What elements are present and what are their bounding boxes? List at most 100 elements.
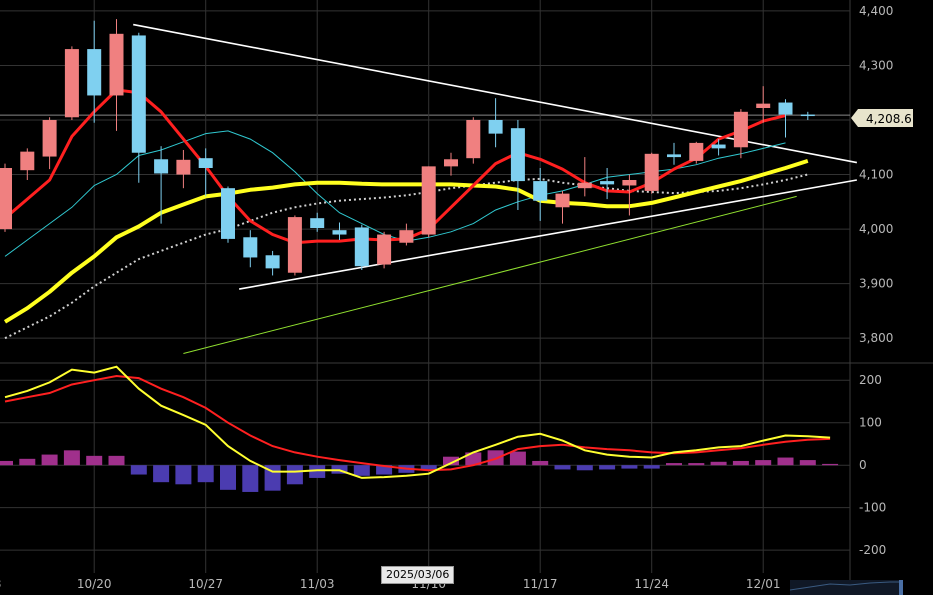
candle-body xyxy=(310,218,325,228)
date-tick-label: 12/01 xyxy=(746,577,781,591)
trendline xyxy=(239,179,857,290)
candle-down xyxy=(87,20,102,123)
candle-body xyxy=(444,159,458,167)
candle-up xyxy=(377,231,392,269)
macd-histogram-bar xyxy=(755,460,772,466)
candle-down xyxy=(243,230,258,268)
price-tick-label: 4,300 xyxy=(859,58,893,72)
date-tooltip: 2025/03/06 xyxy=(381,566,455,584)
macd-histogram-bar xyxy=(309,465,326,478)
candle-down xyxy=(354,224,369,270)
macd-histogram-bar xyxy=(197,465,214,483)
macd-histogram-bar xyxy=(576,465,593,471)
candle-body xyxy=(600,181,615,185)
candle-body xyxy=(577,182,592,189)
macd-signal-line xyxy=(4,374,831,472)
candle-down xyxy=(332,222,347,240)
candle-body xyxy=(533,181,548,201)
candle-body xyxy=(466,120,481,159)
macd-histogram-bar xyxy=(19,458,36,466)
candle-up xyxy=(176,150,191,189)
candle-body xyxy=(265,255,280,269)
macd-tick-label: 100 xyxy=(859,416,882,430)
date-tick-label: 13 xyxy=(0,577,1,591)
price-tick-label: 3,800 xyxy=(859,331,893,345)
ma-mid-line xyxy=(3,158,809,324)
navigator-handle[interactable] xyxy=(899,580,903,595)
macd-histogram-bar xyxy=(532,460,549,466)
macd-tick-label: -100 xyxy=(859,501,886,515)
candle-body xyxy=(421,166,436,235)
macd-histogram-bar xyxy=(220,465,236,490)
candle-up xyxy=(622,174,637,216)
candle-down xyxy=(667,142,681,165)
ma-long-line xyxy=(183,195,797,354)
candle-up xyxy=(689,141,704,164)
candle-body xyxy=(711,144,726,149)
candle-up xyxy=(644,152,659,194)
candle-up xyxy=(0,163,12,232)
candle-body xyxy=(488,120,503,134)
macd-histogram-bar xyxy=(175,465,192,485)
macd-histogram-bar xyxy=(509,451,526,466)
macd-histogram-bar xyxy=(710,461,727,466)
candle-up xyxy=(421,166,436,238)
macd-histogram-bar xyxy=(443,456,459,466)
candle-down xyxy=(800,111,815,120)
candle-up xyxy=(756,86,771,123)
price-tick-label: 4,100 xyxy=(859,168,893,182)
candle-up xyxy=(42,117,57,170)
macd-histogram-bar xyxy=(153,465,170,483)
candle-body xyxy=(176,159,191,175)
macd-tick-label: 0 xyxy=(859,458,867,472)
candle-up xyxy=(444,152,458,176)
candle-body xyxy=(377,234,392,265)
candlesticks xyxy=(0,19,815,276)
price-tick-label: 4,000 xyxy=(859,222,893,236)
candle-down xyxy=(778,99,793,138)
candle-body xyxy=(399,230,414,243)
macd-histogram-bar xyxy=(732,460,749,466)
candle-body xyxy=(87,49,102,96)
navigator-bar[interactable] xyxy=(789,580,903,595)
macd-pane xyxy=(0,365,839,492)
candle-body xyxy=(332,230,347,235)
macd-histogram-bar xyxy=(643,465,660,469)
candle-down xyxy=(711,139,726,156)
candle-up xyxy=(399,223,414,246)
candle-up xyxy=(109,19,124,131)
macd-histogram-bar xyxy=(108,455,125,466)
candle-body xyxy=(64,49,79,118)
candle-down xyxy=(221,186,235,243)
candle-down xyxy=(600,168,615,200)
macd-histogram-bar xyxy=(621,465,638,469)
navigator-window[interactable] xyxy=(790,580,903,595)
macd-histogram-bar xyxy=(41,454,58,466)
ma-short-line xyxy=(4,88,786,245)
candle-body xyxy=(0,168,12,230)
macd-histogram-bar xyxy=(376,465,393,475)
candle-up xyxy=(577,157,592,197)
candle-up xyxy=(733,109,748,159)
macd-histogram-bar xyxy=(465,452,482,466)
candle-down xyxy=(198,148,213,197)
candle-up xyxy=(64,46,79,120)
candle-body xyxy=(354,227,369,267)
candle-body xyxy=(154,159,169,174)
candle-body xyxy=(510,128,525,182)
last-price-label: 4,208.6 xyxy=(866,112,912,126)
candle-down xyxy=(131,32,146,183)
last-price-tag: 4,208.6 xyxy=(851,109,913,127)
candle-body xyxy=(42,120,57,157)
macd-histogram-bar xyxy=(554,465,571,470)
candle-body xyxy=(733,111,748,148)
date-tick-label: 11/17 xyxy=(523,577,558,591)
last-price-tag-box xyxy=(851,109,913,127)
candle-body xyxy=(800,114,815,117)
macd-histogram-bar xyxy=(0,460,13,466)
macd-histogram-bar xyxy=(599,465,616,470)
candle-body xyxy=(198,158,213,168)
candle-up xyxy=(555,190,570,224)
